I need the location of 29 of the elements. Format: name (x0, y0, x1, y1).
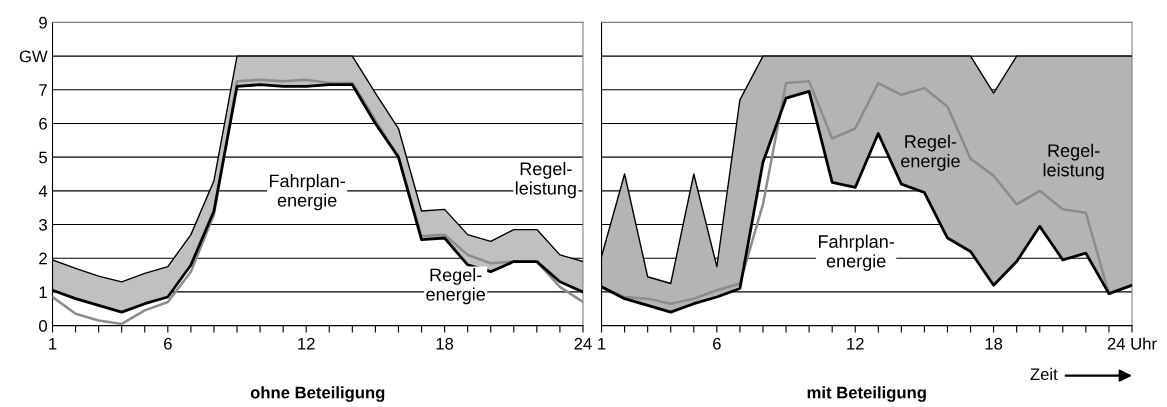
x-tick-label: 12 (298, 337, 315, 350)
annotation: Fahrplan- energie (819, 234, 894, 271)
y-tick-label: 5 (39, 151, 47, 164)
y-tick-label: 3 (39, 218, 47, 231)
text: mit Beteiligung (807, 386, 926, 402)
annotation: Regel- leistung (1043, 143, 1104, 180)
x-tick-label: 18 (436, 337, 454, 350)
y-tick-label: 4 (38, 185, 48, 197)
x-tick-label: 24 Uhr (1107, 337, 1157, 350)
y-tick-label: 9 (39, 16, 47, 29)
annotation: Regel- leistung (515, 161, 576, 199)
y-tick-label: 2 (39, 252, 47, 265)
x-tick-label: 6 (713, 337, 721, 350)
y-tick-label: 1 (39, 286, 47, 298)
y-tick-label: 7 (39, 84, 47, 96)
x-tick-label: 18 (985, 337, 1003, 350)
annotation: Regel- energie (901, 134, 960, 171)
x-tick-label: 6 (164, 337, 172, 350)
x-tick-label: 1 (49, 338, 57, 350)
y-tick-label: 6 (39, 117, 47, 130)
text: ohne Beteiligung (250, 386, 385, 402)
x-tick-label: 12 (847, 337, 864, 350)
y-tick-label: GW (19, 50, 48, 63)
annotation: Fahrplan- energie (269, 174, 345, 211)
annotation: Regel- energie (426, 268, 485, 305)
x-tick-label: 1 (598, 338, 606, 350)
y-tick-label: 0 (39, 320, 47, 332)
x-tick-label: 24 (574, 337, 592, 350)
text: Zeit (1030, 367, 1058, 381)
